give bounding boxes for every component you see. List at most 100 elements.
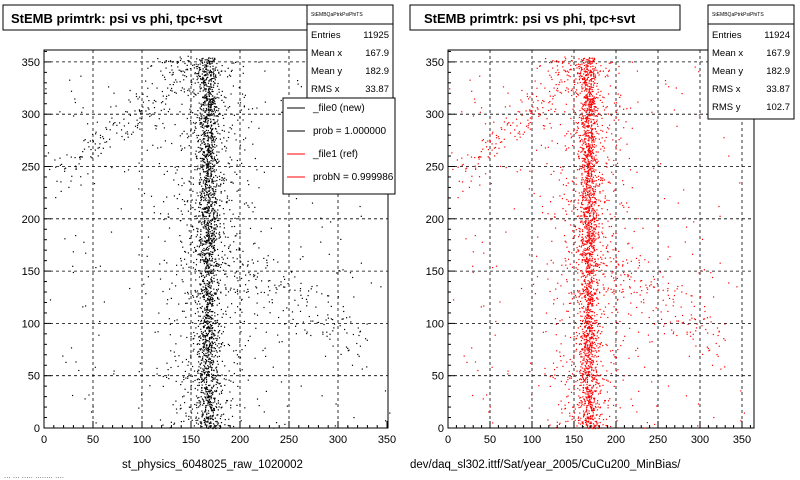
scatter-point [195,66,197,68]
scatter-point [591,141,593,143]
scatter-point [321,293,323,295]
scatter-point [216,151,218,153]
scatter-point [211,374,214,377]
scatter-point [587,393,589,395]
scatter-point [594,425,596,427]
scatter-point [205,68,207,70]
scatter-point [205,341,207,343]
scatter-point [578,245,580,247]
scatter-point [205,228,207,230]
scatter-point [205,224,207,226]
scatter-point [472,251,474,253]
scatter-point [602,96,604,98]
scatter-point [203,80,205,82]
scatter-point [109,138,111,140]
scatter-point [80,156,82,158]
scatter-point [199,69,202,71]
scatter-point [593,293,596,295]
scatter-point [207,74,209,76]
scatter-point [584,400,586,402]
scatter-point [252,262,254,264]
scatter-point [210,425,212,427]
scatter-point [186,302,188,304]
scatter-point [192,343,195,345]
scatter-point [592,379,594,381]
scatter-point [588,298,590,300]
scatter-point [589,375,591,377]
scatter-point [602,70,604,72]
scatter-point [187,200,189,202]
scatter-point [205,405,208,407]
scatter-point [223,96,226,98]
scatter-point [584,371,586,373]
scatter-point [256,169,258,171]
scatter-point [171,69,173,71]
scatter-point [205,288,207,290]
scatter-point [278,341,280,343]
scatter-point [211,386,213,388]
scatter-point [581,375,584,377]
scatter-point [121,135,123,138]
scatter-point [166,303,168,305]
scatter-point [203,243,205,245]
scatter-point [214,239,216,241]
scatter-point [165,98,167,100]
scatter-point [580,151,582,153]
scatter-point [205,211,207,214]
scatter-point [590,160,592,162]
y-tick-label: 300 [22,109,40,121]
scatter-point [587,222,589,224]
scatter-point [203,121,206,123]
scatter-point [206,386,208,388]
scatter-point [205,146,207,148]
scatter-point [212,410,214,412]
scatter-point [210,156,212,158]
scatter-point [208,351,210,353]
scatter-point [186,117,188,120]
scatter-point [590,242,592,244]
scatter-point [685,293,687,295]
scatter-point [188,266,190,268]
scatter-point [202,221,204,223]
scatter-point [224,365,226,367]
scatter-point [194,312,196,315]
scatter-point [580,378,582,381]
scatter-point [217,119,219,121]
scatter-point [704,306,706,308]
scatter-point [205,317,207,319]
scatter-point [204,215,206,217]
scatter-point [212,188,214,190]
scatter-point [217,263,219,265]
scatter-point [581,172,583,175]
scatter-point [201,240,203,242]
scatter-point [594,367,596,369]
scatter-point [615,233,617,235]
scatter-point [198,71,200,73]
scatter-point [205,64,207,66]
scatter-point [215,367,217,369]
scatter-point [541,102,543,104]
scatter-point [208,86,210,88]
scatter-point [54,159,56,161]
scatter-point [207,234,209,236]
scatter-point [583,133,585,135]
scatter-point [216,269,219,272]
scatter-point [212,295,214,297]
scatter-point [206,294,208,296]
scatter-point [202,254,204,256]
scatter-point [585,102,587,104]
scatter-point [265,390,267,392]
scatter-point [582,377,584,379]
scatter-point [248,206,250,208]
scatter-point [223,182,225,184]
scatter-point [188,298,190,300]
scatter-point [202,216,204,218]
scatter-point [201,275,203,278]
scatter-point [88,146,90,148]
scatter-point [211,240,213,242]
scatter-point [210,269,212,271]
scatter-point [586,425,588,427]
scatter-point [209,74,212,76]
scatter-point [588,227,590,229]
scatter-point [218,237,220,239]
